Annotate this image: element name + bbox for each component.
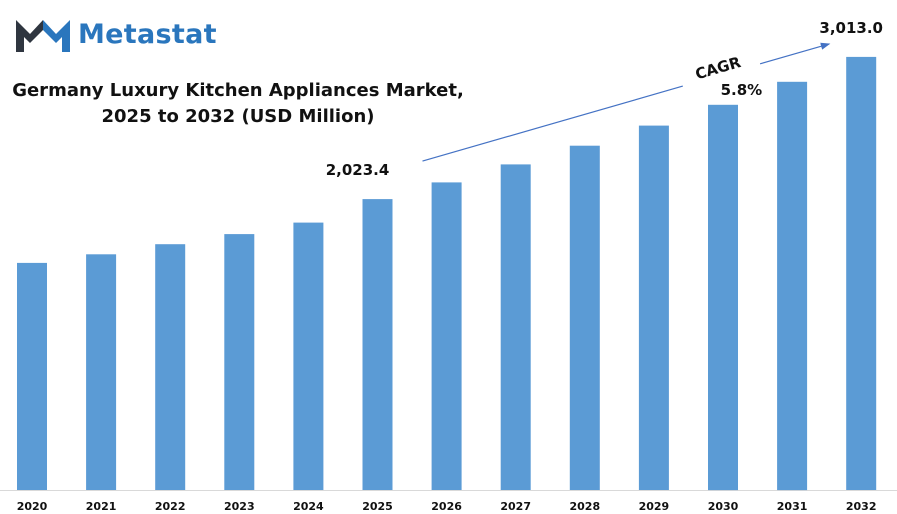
bar-2030: [708, 104, 738, 491]
bar-2025: [362, 199, 393, 490]
x-tick-label-2026: 2026: [431, 500, 462, 513]
bar-2023: [224, 234, 255, 490]
x-tick-label-2022: 2022: [155, 500, 186, 513]
metastat-logo-icon: [16, 20, 70, 52]
chart-title-line-1: Germany Luxury Kitchen Appliances Market…: [12, 80, 464, 101]
bar-2027: [500, 164, 531, 490]
bar-2024: [293, 222, 324, 490]
data-label-2032: 3,013.0: [819, 19, 883, 37]
bar-2026: [431, 182, 462, 490]
x-tick-label-2021: 2021: [86, 500, 117, 513]
bar-2031: [777, 81, 808, 491]
bar-2028: [569, 145, 600, 490]
x-tick-label-2024: 2024: [293, 500, 324, 513]
chart-title-line-2: 2025 to 2032 (USD Million): [101, 106, 375, 127]
metastat-logo: Metastat: [14, 14, 217, 54]
x-tick-label-2030: 2030: [708, 500, 739, 513]
cagr-arrow-line-end: [759, 42, 831, 65]
x-tick-label-2028: 2028: [569, 500, 600, 513]
x-tick-label-2023: 2023: [224, 500, 255, 513]
bar-2020: [17, 262, 47, 490]
x-tick-label-2032: 2032: [846, 500, 877, 513]
x-tick-label-2025: 2025: [362, 500, 393, 513]
cagr-arrow-line-start: [422, 85, 683, 162]
bar-2029: [638, 125, 669, 490]
bar-2032: [846, 56, 877, 491]
data-labels-group: 2,023.4 3,013.0: [326, 19, 883, 179]
brand-name: Metastat: [78, 18, 217, 50]
cagr-label: CAGR: [693, 53, 743, 83]
x-tick-label-2027: 2027: [500, 500, 531, 513]
x-axis-ticks: 2020 2021 2022 2023 2024 2025 2026 2027 2028 2029…: [17, 500, 877, 513]
x-tick-label-2020: 2020: [17, 500, 48, 513]
bars-group: [0, 56, 897, 491]
x-tick-label-2029: 2029: [639, 500, 670, 513]
chart-title: Germany Luxury Kitchen Appliances Market…: [8, 78, 468, 130]
bar-2021: [86, 254, 117, 490]
x-tick-label-2031: 2031: [777, 500, 808, 513]
data-label-2025: 2,023.4: [326, 161, 390, 179]
bar-2022: [155, 244, 186, 490]
cagr-value: 5.8%: [721, 81, 763, 99]
